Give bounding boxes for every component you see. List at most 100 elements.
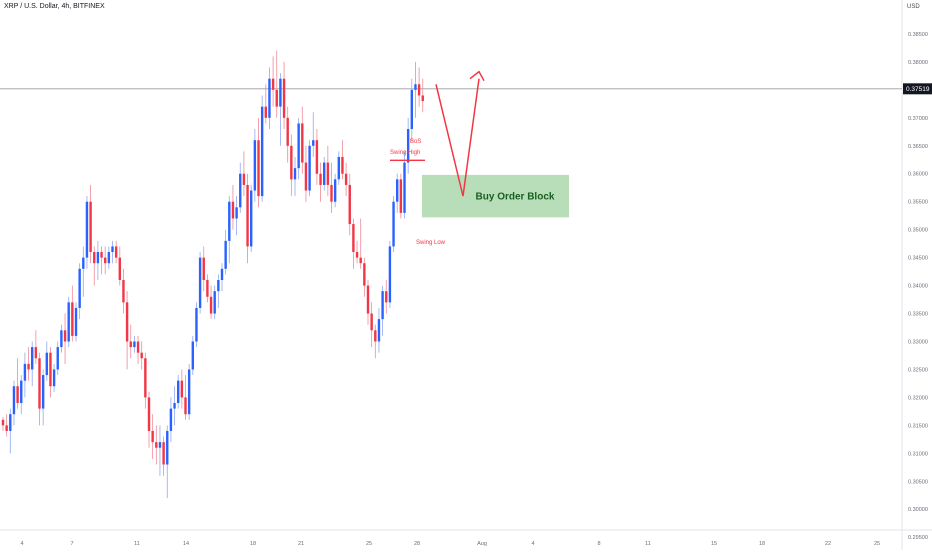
candle[interactable] [253, 140, 257, 191]
candle[interactable] [213, 291, 216, 314]
candle[interactable] [67, 302, 70, 342]
candle[interactable] [20, 380, 23, 404]
candle[interactable] [410, 89, 413, 130]
candle[interactable] [257, 140, 260, 197]
candle[interactable] [100, 252, 103, 258]
candle[interactable] [326, 162, 330, 185]
candle[interactable] [85, 201, 89, 258]
candle[interactable] [279, 78, 282, 107]
candle[interactable] [417, 84, 421, 96]
candle[interactable] [31, 347, 34, 370]
candle[interactable] [242, 173, 246, 185]
candle[interactable] [385, 291, 388, 303]
candle[interactable] [414, 84, 417, 90]
candle[interactable] [399, 179, 403, 213]
candle[interactable] [217, 279, 220, 292]
candle[interactable] [71, 302, 74, 336]
candle[interactable] [202, 257, 205, 280]
candle[interactable] [158, 442, 162, 448]
candle[interactable] [286, 117, 289, 146]
candle[interactable] [78, 268, 81, 308]
candle[interactable] [381, 291, 384, 320]
candle[interactable] [374, 330, 377, 342]
candle[interactable] [144, 358, 147, 398]
candle[interactable] [315, 140, 319, 174]
candle[interactable] [63, 330, 67, 342]
candle[interactable] [403, 162, 406, 213]
candle[interactable] [136, 341, 140, 353]
candle[interactable] [366, 285, 370, 314]
candle[interactable] [337, 156, 340, 180]
candle[interactable] [118, 257, 121, 280]
candle[interactable] [308, 145, 311, 191]
candle[interactable] [323, 162, 326, 185]
candle[interactable] [301, 123, 304, 163]
candle[interactable] [195, 307, 198, 342]
candle[interactable] [23, 363, 27, 381]
candle[interactable] [231, 201, 235, 219]
candle[interactable] [319, 173, 322, 185]
candle[interactable] [89, 201, 92, 253]
candle[interactable] [122, 279, 125, 303]
candle[interactable] [224, 240, 227, 269]
candle[interactable] [52, 369, 56, 387]
candle[interactable] [191, 341, 194, 370]
candle[interactable] [206, 279, 209, 297]
candle[interactable] [260, 106, 264, 197]
candle[interactable] [169, 408, 173, 431]
candle[interactable] [151, 430, 154, 443]
candles[interactable] [1, 50, 424, 499]
candle[interactable] [38, 358, 41, 409]
candle[interactable] [133, 341, 136, 348]
candle[interactable] [421, 95, 424, 102]
candle[interactable] [162, 442, 165, 465]
candle[interactable] [173, 403, 176, 409]
candle[interactable] [352, 224, 355, 253]
candle[interactable] [34, 347, 38, 359]
candle[interactable] [228, 201, 231, 241]
candle[interactable] [60, 330, 63, 348]
candle[interactable] [9, 414, 12, 431]
candle[interactable] [49, 352, 52, 387]
candle[interactable] [16, 386, 19, 404]
candle[interactable] [250, 190, 253, 247]
candle[interactable] [370, 313, 373, 331]
projection-arrowhead[interactable] [469, 70, 485, 82]
candle[interactable] [140, 352, 143, 359]
candle[interactable] [268, 78, 271, 118]
candle[interactable] [74, 307, 78, 336]
candle[interactable] [377, 319, 381, 342]
candle[interactable] [330, 184, 333, 202]
candle[interactable] [264, 106, 267, 118]
candle[interactable] [297, 123, 300, 169]
candle[interactable] [341, 156, 344, 174]
candle[interactable] [396, 179, 399, 202]
candle[interactable] [312, 140, 315, 146]
candle[interactable] [246, 184, 249, 247]
candle[interactable] [129, 341, 132, 348]
candle[interactable] [363, 263, 366, 286]
candle[interactable] [104, 257, 107, 264]
candle[interactable] [45, 352, 48, 376]
candle[interactable] [333, 179, 337, 202]
candle[interactable] [282, 78, 286, 118]
candle[interactable] [56, 347, 59, 370]
projection-path[interactable] [435, 78, 480, 197]
candle[interactable] [147, 397, 151, 431]
candle[interactable] [82, 257, 85, 269]
candle[interactable] [198, 257, 202, 308]
candle[interactable] [107, 252, 111, 264]
candle[interactable] [180, 380, 184, 398]
candle[interactable] [355, 252, 359, 258]
candle[interactable] [96, 252, 100, 264]
candle[interactable] [41, 375, 45, 409]
candle[interactable] [187, 369, 191, 415]
candle[interactable] [114, 246, 118, 258]
candle[interactable] [177, 380, 180, 404]
candle[interactable] [12, 386, 16, 415]
order-block-zone[interactable] [422, 174, 569, 218]
candle[interactable] [348, 184, 351, 225]
candle[interactable] [125, 302, 129, 342]
